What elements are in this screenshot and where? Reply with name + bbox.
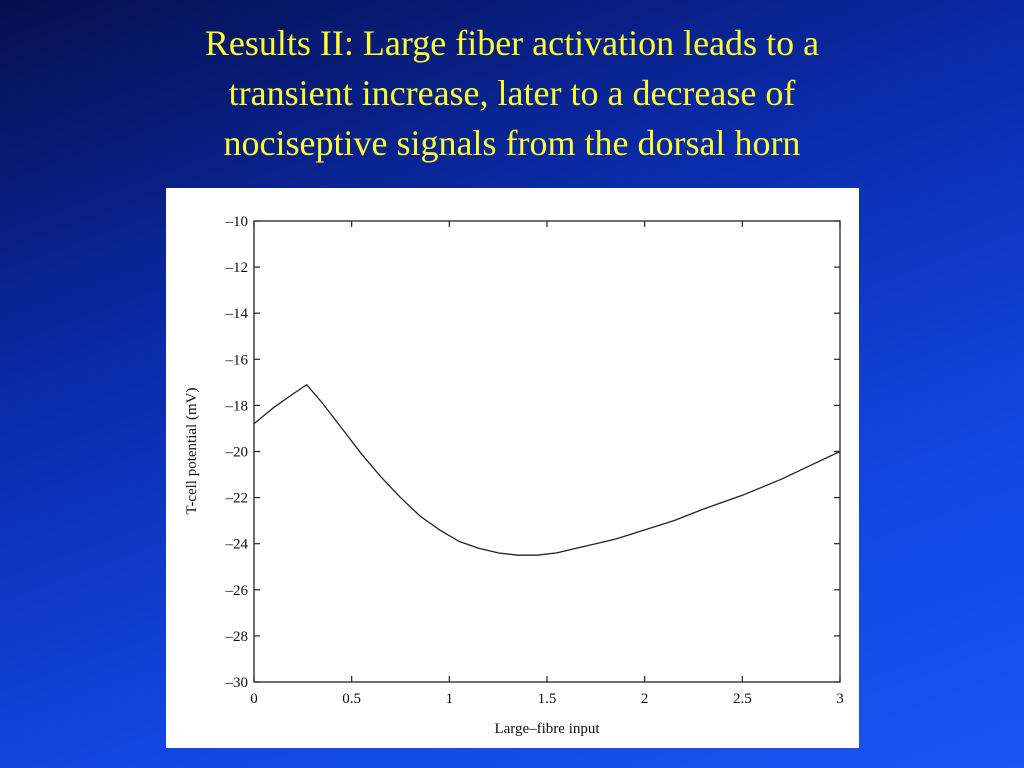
y-tick-label: –10	[225, 214, 249, 230]
y-tick-label: –26	[225, 583, 249, 599]
slide-title-line-1: Results II: Large fiber activation leads…	[204, 23, 820, 63]
slide-title: Results II: Large fiber activation leads…	[40, 18, 984, 168]
x-tick-label: 0.5	[342, 691, 361, 707]
y-tick-label: –28	[225, 629, 249, 645]
plot-frame	[253, 220, 841, 683]
x-tick-label: 0	[250, 691, 258, 707]
x-tick-label: 1	[446, 691, 454, 707]
y-tick-label: –18	[225, 398, 249, 414]
x-tick-label: 3	[836, 691, 844, 707]
ticks-layer	[253, 220, 841, 683]
chart-panel: 0 0.5 1 1.5 2 2.5 3 –10 –12 –14 –16 –18 –20 –22 –24 –26…	[166, 188, 859, 748]
y-tick-label: –12	[225, 260, 249, 276]
tick-labels-layer: 0 0.5 1 1.5 2 2.5 3 –10 –12 –14 –16 –18 –20 –22 –24 –26…	[225, 214, 844, 707]
series-curve	[253, 383, 841, 556]
slide-title-line-2: transient increase, later to a decrease …	[228, 73, 796, 113]
x-tick-label: 1.5	[538, 691, 557, 707]
x-tick-label: 2.5	[733, 691, 752, 707]
y-tick-label: –24	[225, 537, 249, 553]
y-tick-label: –22	[225, 491, 249, 507]
y-tick-label: –14	[225, 306, 249, 322]
x-tick-label: 2	[641, 691, 649, 707]
y-axis-label: T-cell potential (mV)	[184, 388, 200, 515]
y-tick-label: –20	[225, 445, 249, 461]
line-chart: 0 0.5 1 1.5 2 2.5 3 –10 –12 –14 –16 –18 –20 –22 –24 –26…	[184, 214, 844, 737]
x-axis-label: Large–fibre input	[494, 721, 600, 737]
y-tick-label: –16	[225, 352, 249, 368]
y-tick-label: –30	[225, 675, 249, 691]
slide-title-line-3: nociseptive signals from the dorsal horn	[223, 123, 801, 163]
